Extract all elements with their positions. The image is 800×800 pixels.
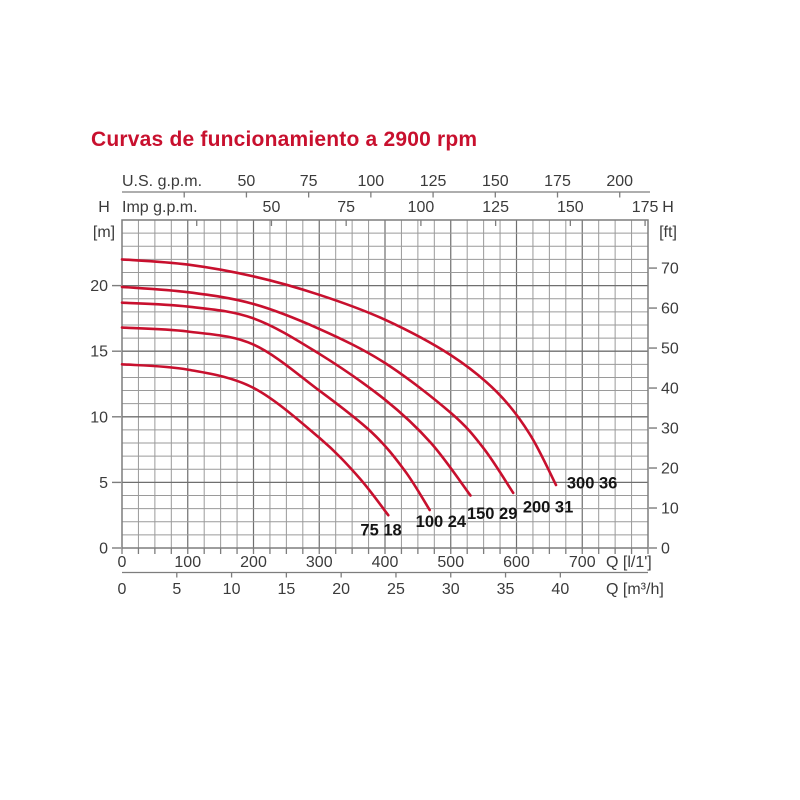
right-axis-tick-label: 30 xyxy=(661,421,679,438)
m3h-tick-label: 15 xyxy=(277,581,295,598)
curve-150-29 xyxy=(120,301,472,497)
right-axis-tick-label: 60 xyxy=(661,301,679,318)
left-axis-tick-label: 10 xyxy=(90,409,108,426)
l-min-tick-label: 500 xyxy=(437,554,464,571)
us-gpm-tick-label: 175 xyxy=(544,173,571,190)
right-axis-tick-label: 40 xyxy=(661,381,679,398)
curve-300-36 xyxy=(120,258,558,487)
us-gpm-tick-label: 200 xyxy=(606,173,633,190)
right-axis-tick-label: 20 xyxy=(661,461,679,478)
imp-gpm-tick-label: 50 xyxy=(263,199,281,216)
right-axis-tick-label: 70 xyxy=(661,261,679,278)
right-axis-unit: [ft] xyxy=(659,224,677,241)
left-axis-tick-label: 20 xyxy=(90,278,108,295)
us-gpm-tick-label: 100 xyxy=(358,173,385,190)
us-gpm-tick-label: 150 xyxy=(482,173,509,190)
l-min-tick-label: 600 xyxy=(503,554,530,571)
imp-gpm-tick-label: 125 xyxy=(482,199,509,216)
imp-gpm-tick-label: 75 xyxy=(337,199,355,216)
curve-label-150-29: 150 29 xyxy=(467,505,517,523)
imp-gpm-axis-label: Imp g.p.m. xyxy=(122,199,198,216)
curve-label-300-36: 300 36 xyxy=(567,475,617,493)
right-axis-title: H xyxy=(662,199,674,216)
m3h-axis-label: Q [m³/h] xyxy=(606,581,664,598)
m3h-tick-label: 25 xyxy=(387,581,405,598)
m3h-tick-label: 10 xyxy=(223,581,241,598)
curve-75-18 xyxy=(120,363,390,517)
curve-label-100-24: 100 24 xyxy=(416,513,467,531)
us-gpm-tick-label: 125 xyxy=(420,173,447,190)
left-axis-tick-label: 15 xyxy=(90,344,108,361)
curve-100-24 xyxy=(120,326,431,512)
us-gpm-axis-label: U.S. g.p.m. xyxy=(122,173,202,190)
left-axis-tick-label: 0 xyxy=(99,541,108,558)
imp-gpm-tick-label: 100 xyxy=(408,199,435,216)
m3h-tick-label: 20 xyxy=(332,581,350,598)
l-min-tick-label: 200 xyxy=(240,554,267,571)
curve-200-31 xyxy=(120,285,515,495)
l-min-tick-label: 700 xyxy=(569,554,596,571)
l-min-tick-label: 300 xyxy=(306,554,333,571)
left-axis-title: H xyxy=(98,199,110,216)
l-min-tick-label: 0 xyxy=(118,554,127,571)
right-axis-tick-label: 0 xyxy=(661,541,670,558)
l-min-tick-label: 400 xyxy=(372,554,399,571)
l-min-tick-label: 100 xyxy=(174,554,201,571)
l-min-axis-label: Q [l/1'] xyxy=(606,554,652,571)
m3h-tick-label: 0 xyxy=(118,581,127,598)
chart-title: Curvas de funcionamiento a 2900 rpm xyxy=(91,128,478,151)
right-axis-tick-label: 10 xyxy=(661,501,679,518)
m3h-tick-label: 40 xyxy=(551,581,569,598)
imp-gpm-tick-label: 150 xyxy=(557,199,584,216)
us-gpm-tick-label: 75 xyxy=(300,173,318,190)
us-gpm-tick-label: 50 xyxy=(238,173,256,190)
imp-gpm-tick-label: 175 xyxy=(632,199,659,216)
curve-label-200-31: 200 31 xyxy=(523,498,573,516)
m3h-tick-label: 30 xyxy=(442,581,460,598)
left-axis-unit: [m] xyxy=(93,224,115,241)
left-axis-tick-label: 5 xyxy=(99,475,108,492)
m3h-tick-label: 5 xyxy=(172,581,181,598)
curve-label-75-18: 75 18 xyxy=(360,521,401,539)
right-axis-tick-label: 50 xyxy=(661,341,679,358)
m3h-tick-label: 35 xyxy=(497,581,515,598)
